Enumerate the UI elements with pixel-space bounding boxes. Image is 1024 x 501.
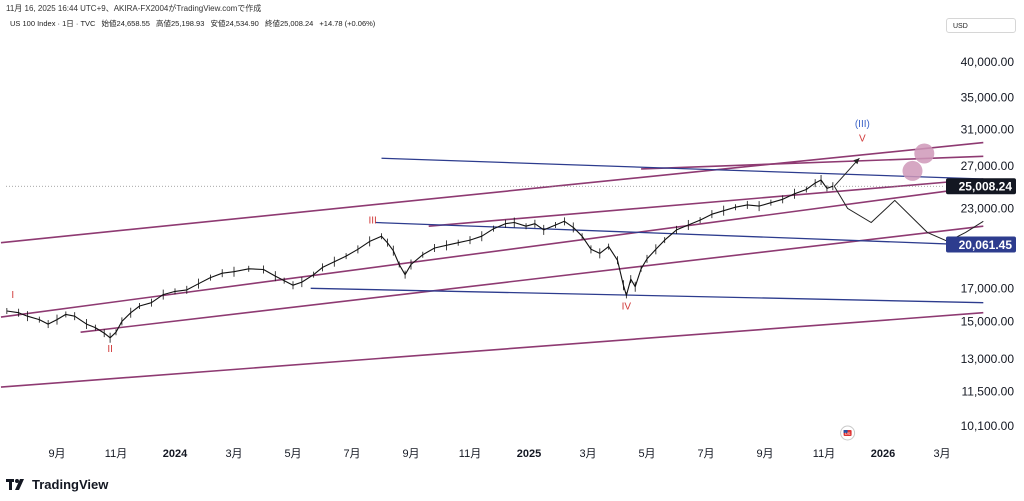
channel-line[interactable] bbox=[428, 178, 984, 227]
projection-down-path[interactable] bbox=[833, 185, 984, 242]
low-value: 安値24,534.90 bbox=[210, 19, 259, 28]
last-price-badge: 25,008.24 bbox=[959, 180, 1013, 194]
tradingview-logo[interactable]: TradingView bbox=[6, 477, 108, 492]
x-tick-label: 3月 bbox=[225, 448, 242, 460]
x-tick-label: 9月 bbox=[756, 448, 773, 460]
x-tick-label: 11月 bbox=[105, 448, 127, 460]
y-tick-label: 11,500.00 bbox=[962, 385, 1015, 399]
y-axis: 40,000.00 35,000.00 31,000.00 27,000.00 23,0… bbox=[961, 55, 1015, 433]
x-tick-label: 3月 bbox=[933, 448, 950, 460]
x-tick-label: 2024 bbox=[163, 448, 188, 460]
channel-line[interactable] bbox=[0, 185, 984, 318]
line-price-badge-bg bbox=[946, 236, 1016, 253]
channel-line[interactable] bbox=[0, 311, 984, 388]
y-tick-label: 23,000.00 bbox=[961, 201, 1015, 215]
wave-label[interactable]: IV bbox=[622, 301, 632, 312]
line-price-badge: 20,061.45 bbox=[959, 238, 1013, 252]
event-marker: US bbox=[840, 425, 856, 441]
attribution-line: 11月 16, 2025 16:44 UTC+9、AKIRA-FX2004がTr… bbox=[6, 4, 262, 13]
target-circles bbox=[902, 143, 935, 181]
x-tick-label: 5月 bbox=[284, 448, 301, 460]
currency-button[interactable]: USD bbox=[946, 18, 1016, 33]
target-circle[interactable] bbox=[914, 143, 935, 164]
projection-up-path[interactable] bbox=[833, 157, 860, 187]
trend-lines bbox=[310, 157, 984, 304]
open-value: 始値24,658.55 bbox=[101, 19, 150, 28]
x-tick-label: 7月 bbox=[343, 448, 360, 460]
price-badges: 25,008.24 20,061.45 bbox=[946, 178, 1016, 253]
y-tick-label: 27,000.00 bbox=[961, 159, 1015, 173]
y-tick-label: 10,100.00 bbox=[961, 419, 1015, 433]
event-flag-canton bbox=[843, 430, 848, 433]
x-axis: 9月 11月 2024 3月 5月 7月 9月 11月 2025 3月 5月 7月 9月 11月 2026 3… bbox=[48, 448, 950, 460]
channel-line[interactable] bbox=[80, 225, 984, 333]
x-tick-label: 9月 bbox=[402, 448, 419, 460]
y-tick-label: 17,000.00 bbox=[961, 281, 1015, 295]
channel-lines bbox=[0, 141, 984, 388]
x-tick-label: 3月 bbox=[579, 448, 596, 460]
x-tick-label: 11月 bbox=[813, 448, 835, 460]
wave-label[interactable]: V bbox=[859, 134, 866, 145]
target-circle[interactable] bbox=[902, 160, 923, 181]
projection-paths bbox=[833, 157, 984, 242]
x-tick-label: 5月 bbox=[638, 448, 655, 460]
wave-label[interactable]: I bbox=[11, 290, 14, 301]
y-tick-label: 15,000.00 bbox=[961, 314, 1015, 328]
high-value: 高値25,198.93 bbox=[156, 19, 205, 28]
trend-line[interactable] bbox=[375, 221, 984, 246]
trend-line[interactable] bbox=[381, 157, 984, 180]
close-value: 終値25,008.24 bbox=[264, 19, 314, 28]
x-tick-label: 7月 bbox=[697, 448, 714, 460]
price-line[interactable] bbox=[6, 179, 834, 339]
y-tick-label: 13,000.00 bbox=[961, 352, 1015, 366]
y-tick-label: 31,000.00 bbox=[961, 122, 1015, 136]
wave-label[interactable]: (III) bbox=[855, 119, 870, 130]
y-tick-label: 35,000.00 bbox=[961, 90, 1015, 104]
brand-name: TradingView bbox=[32, 477, 109, 492]
last-price-badge-bg bbox=[946, 178, 1016, 195]
symbol-label[interactable]: US 100 Index · 1日 · TVC bbox=[10, 19, 96, 28]
arrow-head-icon bbox=[853, 158, 860, 165]
x-tick-label: 9月 bbox=[48, 448, 65, 460]
symbol-ohlc-bar: US 100 Index · 1日 · TVC 始値24,658.55 高値25… bbox=[10, 18, 379, 29]
channel-line[interactable] bbox=[0, 141, 984, 244]
y-tick-label: 40,000.00 bbox=[961, 55, 1015, 69]
change-value: +14.78 (+0.06%) bbox=[319, 19, 376, 28]
wave-label[interactable]: III bbox=[368, 216, 376, 227]
tradingview-icon bbox=[6, 478, 24, 490]
price-series bbox=[6, 175, 834, 343]
wave-label[interactable]: II bbox=[107, 344, 113, 355]
x-tick-label: 2025 bbox=[517, 448, 541, 460]
x-tick-label: 2026 bbox=[871, 448, 895, 460]
x-tick-label: 11月 bbox=[459, 448, 481, 460]
event-label: US bbox=[845, 431, 851, 436]
trend-line[interactable] bbox=[310, 287, 984, 304]
